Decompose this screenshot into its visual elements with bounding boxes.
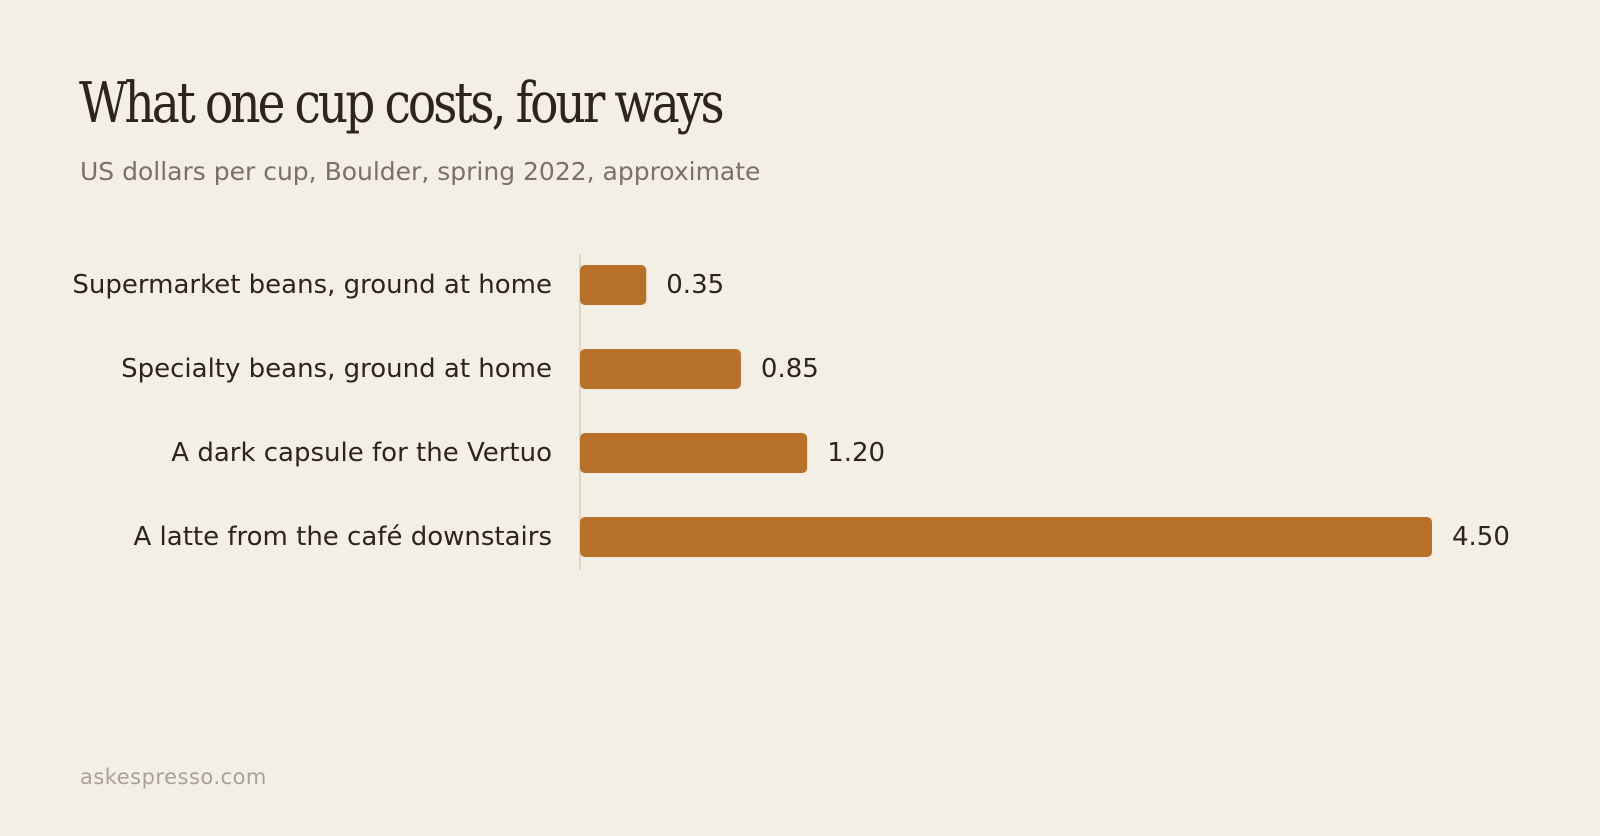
- category-label: Specialty beans, ground at home: [121, 354, 552, 384]
- data-label: 0.35: [666, 270, 724, 300]
- source-credit: askespresso.com: [80, 765, 267, 789]
- category-label: A dark capsule for the Vertuo: [171, 438, 552, 468]
- data-label: 4.50: [1452, 522, 1510, 552]
- category-label: A latte from the café downstairs: [134, 522, 553, 552]
- bar: [580, 517, 1432, 557]
- chart-title: What one cup costs, four ways: [79, 71, 725, 136]
- bar: [580, 265, 647, 305]
- bar: [580, 433, 808, 473]
- category-label: Supermarket beans, ground at home: [72, 270, 552, 300]
- data-label: 1.20: [827, 438, 885, 468]
- chart-subtitle: US dollars per cup, Boulder, spring 2022…: [80, 157, 761, 186]
- bar: [580, 349, 741, 389]
- data-label: 0.85: [761, 354, 819, 384]
